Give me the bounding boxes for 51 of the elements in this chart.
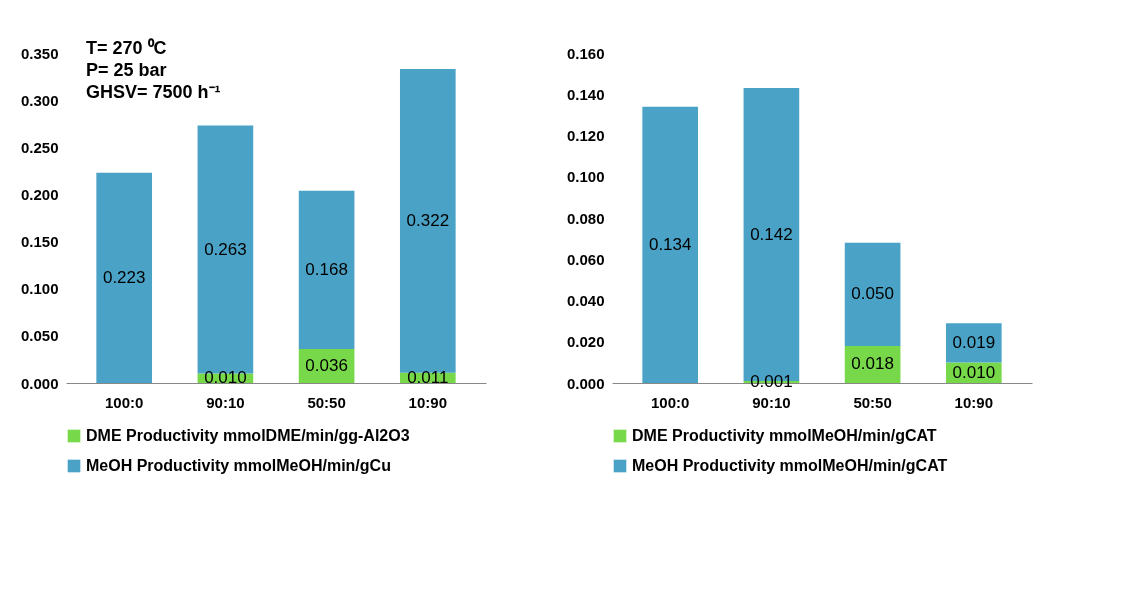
- bar: [642, 106, 699, 383]
- y-tick-label: 0.050: [20, 327, 59, 345]
- data-label: 0.322: [406, 210, 450, 230]
- y-tick-label: 0.040: [566, 292, 605, 309]
- data-label: 0.011: [407, 367, 449, 387]
- y-tick-label: 0.000: [566, 374, 605, 392]
- y-tick-label: 0.140: [566, 85, 605, 103]
- data-label: 0.223: [102, 267, 146, 287]
- data-label: 0.036: [305, 356, 348, 376]
- legend-label: DME Productivity mmolDME/min/gg-Al2O3: [86, 427, 410, 444]
- y-tick-label: 0.160: [566, 44, 605, 62]
- bar: [96, 172, 153, 383]
- annotation: GHSV= 7500 h⁻¹: [86, 82, 221, 102]
- bar: [399, 69, 456, 373]
- legend-label: MeOH Productivity mmolMeOH/min/gCu: [86, 457, 391, 474]
- y-tick-label: 0.100: [20, 280, 59, 298]
- bar: [298, 190, 355, 350]
- x-tick-label: 10:90: [954, 393, 993, 411]
- data-label: 0.019: [952, 332, 996, 352]
- data-label: 0.263: [204, 239, 247, 259]
- x-tick-label: 90:10: [206, 393, 245, 411]
- y-tick-label: 0.350: [20, 44, 59, 62]
- y-tick-label: 0.100: [566, 168, 605, 186]
- x-tick-label: 100:0: [651, 393, 690, 411]
- data-label: 0.018: [851, 354, 894, 374]
- data-label: 0.050: [851, 284, 894, 304]
- y-tick-label: 0.080: [566, 209, 605, 227]
- data-label: 0.134: [648, 234, 692, 254]
- y-tick-label: 0.250: [20, 138, 59, 156]
- y-tick-label: 0.300: [20, 91, 59, 109]
- y-tick-label: 0.020: [566, 333, 605, 351]
- x-tick-label: 100:0: [105, 393, 144, 411]
- x-tick-label: 10:90: [408, 393, 447, 411]
- bar: [844, 242, 901, 346]
- y-tick-label: 0.060: [566, 250, 605, 268]
- y-tick-label: 0.200: [20, 185, 59, 203]
- data-label: 0.001: [750, 371, 793, 391]
- legend-label: MeOH Productivity mmolMeOH/min/gCAT: [632, 457, 948, 474]
- annotation: T= 270 ⁰C: [86, 38, 167, 58]
- data-label: 0.168: [305, 259, 348, 279]
- y-tick-label: 0.150: [20, 233, 59, 251]
- annotation: P= 25 bar: [86, 60, 167, 80]
- data-label: 0.142: [750, 224, 793, 244]
- data-label: 0.010: [204, 368, 247, 388]
- legend-label: DME Productivity mmolMeOH/min/gCAT: [632, 427, 937, 444]
- x-tick-label: 90:10: [752, 393, 791, 411]
- y-tick-label: 0.120: [566, 127, 605, 144]
- x-tick-label: 50:50: [853, 393, 892, 411]
- x-tick-label: 50:50: [307, 393, 346, 411]
- y-tick-label: 0.000: [20, 374, 59, 392]
- data-label: 0.010: [952, 362, 996, 382]
